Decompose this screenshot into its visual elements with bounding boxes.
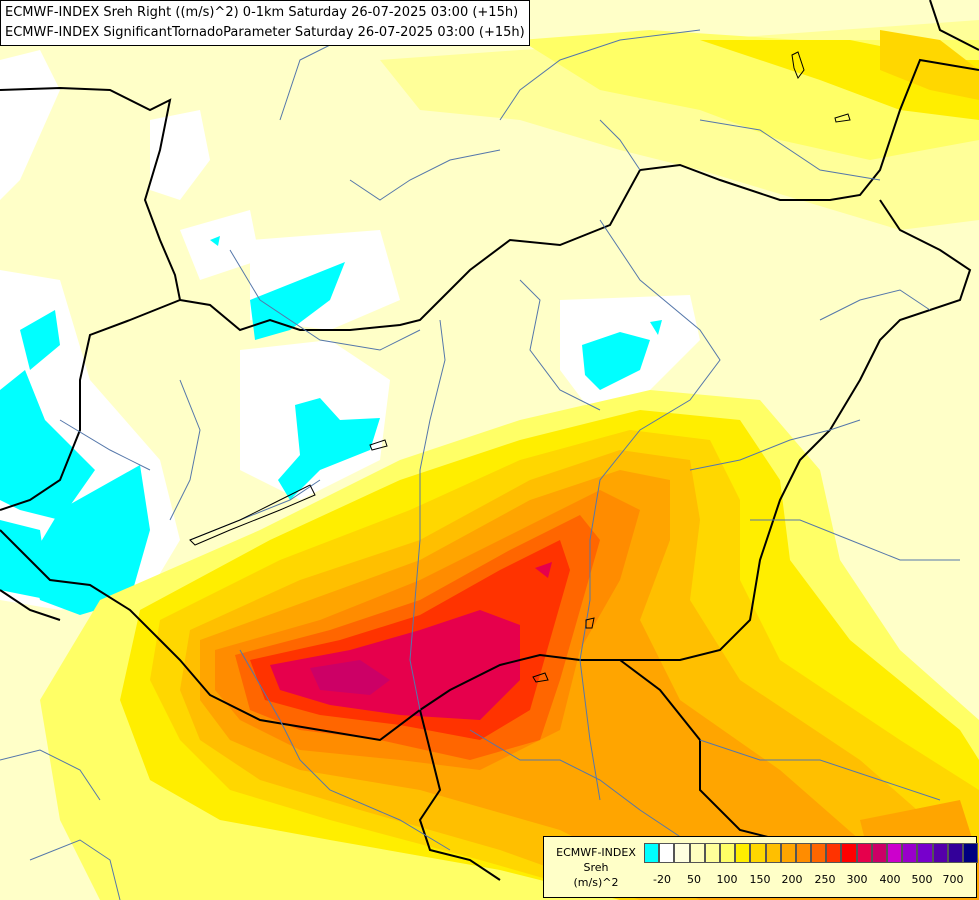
legend-variable: Sreh [583,861,609,874]
legend-swatch [735,843,751,863]
legend-swatch [962,843,979,863]
legend-swatch [674,843,690,863]
legend-swatch [780,843,796,863]
legend-swatch [644,843,660,863]
legend-swatch [887,843,903,863]
legend-swatch [826,843,842,863]
legend-swatch [659,843,675,863]
legend-tick-label: 50 [687,873,701,886]
legend-tick-label: 250 [814,873,836,886]
positive-srh-areas [40,20,979,900]
legend-swatch [765,843,781,863]
legend-tick-label: 400 [879,873,901,886]
legend-swatch [947,843,963,863]
lakes [189,51,851,683]
legend-swatch [811,843,827,863]
legend-unit: (m/s)^2 [573,876,619,889]
legend-swatch [917,843,933,863]
legend-ticks: -20 50 100 150 200 250 300 400 500 700 [644,873,974,889]
legend-swatch [689,843,705,863]
legend-swatch [795,843,812,863]
legend-tick-label: 150 [749,873,771,886]
legend-swatch [719,843,736,863]
rivers [0,29,960,900]
color-legend: ECMWF-INDEX Sreh (m/s)^2 -20 50 100 150 200 2… [543,836,979,898]
legend-swatch [902,843,918,863]
map-title-box: ECMWF-INDEX Sreh Right ((m/s)^2) 0-1km S… [0,0,530,46]
legend-swatch [932,843,948,863]
legend-tick-label: 200 [781,873,803,886]
legend-tick-label: 500 [911,873,933,886]
legend-swatch [750,843,766,863]
legend-tick-label: 100 [716,873,738,886]
legend-swatch [871,843,887,863]
legend-model: ECMWF-INDEX [556,846,636,859]
legend-tick-label: 300 [846,873,868,886]
legend-swatch [704,843,720,863]
legend-swatch [856,843,872,863]
map-title-line-2: ECMWF-INDEX SignificantTornadoParameter … [5,25,525,40]
legend-tick-label: -20 [653,873,671,886]
legend-swatches [644,843,979,863]
legend-title: ECMWF-INDEX Sreh (m/s)^2 [550,845,642,890]
legend-tick-label: 700 [942,873,964,886]
legend-swatch [841,843,857,863]
map-title-line-1: ECMWF-INDEX Sreh Right ((m/s)^2) 0-1km S… [5,5,519,20]
